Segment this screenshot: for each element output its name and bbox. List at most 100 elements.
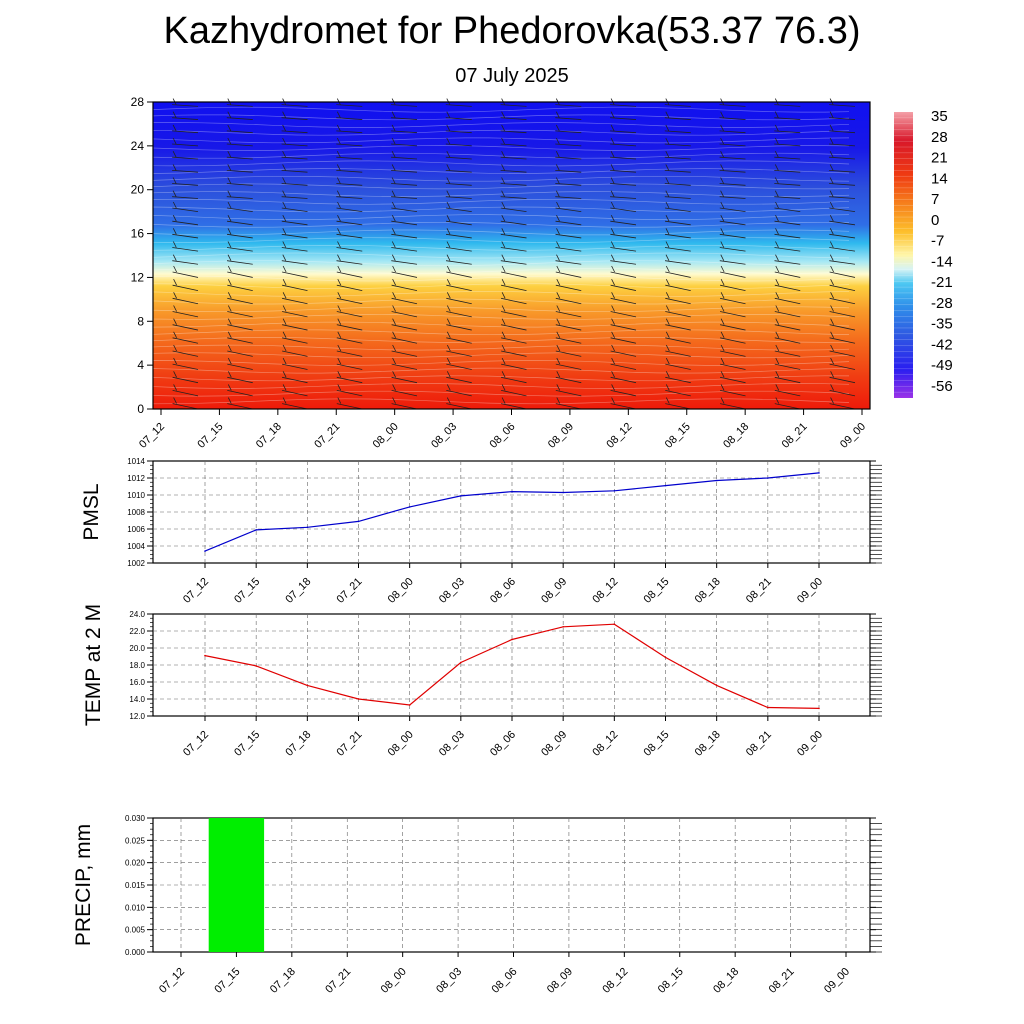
x-tick-label: 08_03 [437, 576, 467, 606]
wind-barb [226, 260, 253, 265]
x-tick-label: 08_18 [693, 729, 723, 759]
wind-barb [829, 117, 856, 120]
wind-barb [829, 363, 856, 370]
wind-barb-flag [556, 344, 561, 352]
wind-barb [720, 350, 746, 357]
wind-barb-flag [282, 241, 287, 248]
wind-barb [391, 233, 418, 239]
data-point [255, 665, 257, 667]
wind-barb-flag [720, 292, 725, 299]
wind-barb [610, 271, 637, 278]
wind-barb [445, 233, 472, 239]
data-point [767, 477, 769, 479]
wind-barb [500, 130, 527, 134]
wind-barb-flag [172, 111, 177, 118]
wind-barb-flag [337, 357, 342, 365]
wind-barb [172, 260, 199, 265]
wind-barb [227, 390, 253, 397]
wind-barb [610, 233, 637, 239]
wind-barb-flag [446, 344, 451, 352]
wind-barb [719, 117, 746, 120]
wind-barb-flag [665, 384, 670, 391]
wind-barb [500, 260, 527, 265]
wind-barb [336, 170, 363, 173]
wind-barb [500, 104, 527, 107]
chart-title: Kazhydromet for Phedorovka(53.37 76.3) [163, 10, 861, 52]
wind-barb-flag [611, 371, 615, 378]
wind-barb-flag [775, 201, 779, 209]
wind-barb-flag [227, 111, 232, 118]
wind-barb-flag [282, 124, 286, 132]
wind-barb-flag [282, 137, 286, 145]
wind-barb [446, 311, 472, 318]
wind-barb-flag [775, 357, 780, 365]
x-tick-label: 08_09 [545, 966, 575, 996]
wind-barb [391, 247, 418, 252]
wind-barb-flag [665, 124, 670, 132]
wind-barb-flag [446, 384, 451, 391]
wind-barb-flag [501, 151, 505, 158]
wind-barb [829, 170, 856, 173]
wind-barb-flag [501, 241, 506, 248]
wind-barb [281, 117, 308, 120]
wind-barb-flag [774, 177, 779, 184]
wind-barb [500, 207, 527, 213]
wind-barb [445, 220, 472, 226]
data-point [460, 661, 462, 664]
wind-barb-flag [227, 241, 232, 248]
wind-barb [226, 220, 253, 226]
wind-barb [829, 284, 856, 291]
y-tick-label: 0.000 [125, 948, 146, 957]
wind-barb [774, 284, 801, 291]
contour-line [152, 237, 850, 243]
contour-line [152, 214, 850, 220]
wind-barb-flag [392, 318, 396, 325]
wind-barb [227, 363, 253, 370]
wind-barb [774, 363, 801, 370]
y-tick-label: 0.030 [125, 814, 146, 823]
y-tick-label: 12.0 [129, 712, 145, 721]
wind-barb-flag [611, 397, 615, 404]
contour-line [152, 252, 850, 259]
wind-barb [391, 196, 418, 199]
colorbar-label: -49 [931, 357, 953, 374]
wind-barb-flag [665, 265, 670, 273]
wind-barb [445, 104, 472, 107]
contour-line [152, 183, 850, 190]
wind-barb [829, 130, 856, 134]
wind-barb-flag [501, 397, 506, 404]
wind-barb [445, 143, 472, 147]
wind-barb [555, 271, 582, 278]
colorbar-label: -28 [931, 295, 953, 312]
wind-barb [391, 337, 418, 344]
x-tick-label: 09_00 [822, 966, 852, 996]
wind-barb-flag [720, 111, 724, 118]
wind-barb [501, 390, 527, 397]
wind-barb-flag [336, 137, 341, 145]
y-tick-label: 18.0 [129, 661, 145, 670]
wind-barb-flag [392, 279, 396, 286]
contour-line [152, 229, 850, 236]
wind-barb-flag [775, 228, 779, 235]
wind-barb-flag [556, 292, 561, 299]
wind-barb-flag [337, 344, 342, 352]
wind-barb-flag [775, 371, 780, 378]
wind-barb [227, 403, 253, 410]
wind-barb-flag [172, 124, 177, 132]
wind-barb [172, 130, 199, 134]
wind-barb [774, 156, 801, 160]
wind-barb [720, 376, 746, 384]
wind-barb-flag [665, 111, 670, 118]
wind-barb-flag [610, 201, 615, 209]
wind-barb [336, 156, 363, 160]
wind-barb-flag [172, 215, 177, 222]
wind-barb [719, 196, 746, 199]
wind-barb [774, 196, 801, 199]
y-tick-label: 24 [131, 139, 145, 153]
wind-barb [555, 297, 582, 305]
wind-barb-flag [610, 164, 615, 171]
wind-barb [665, 390, 691, 397]
wind-barb [501, 363, 527, 370]
wind-barb-flag [665, 357, 670, 365]
wind-barb [281, 156, 308, 160]
